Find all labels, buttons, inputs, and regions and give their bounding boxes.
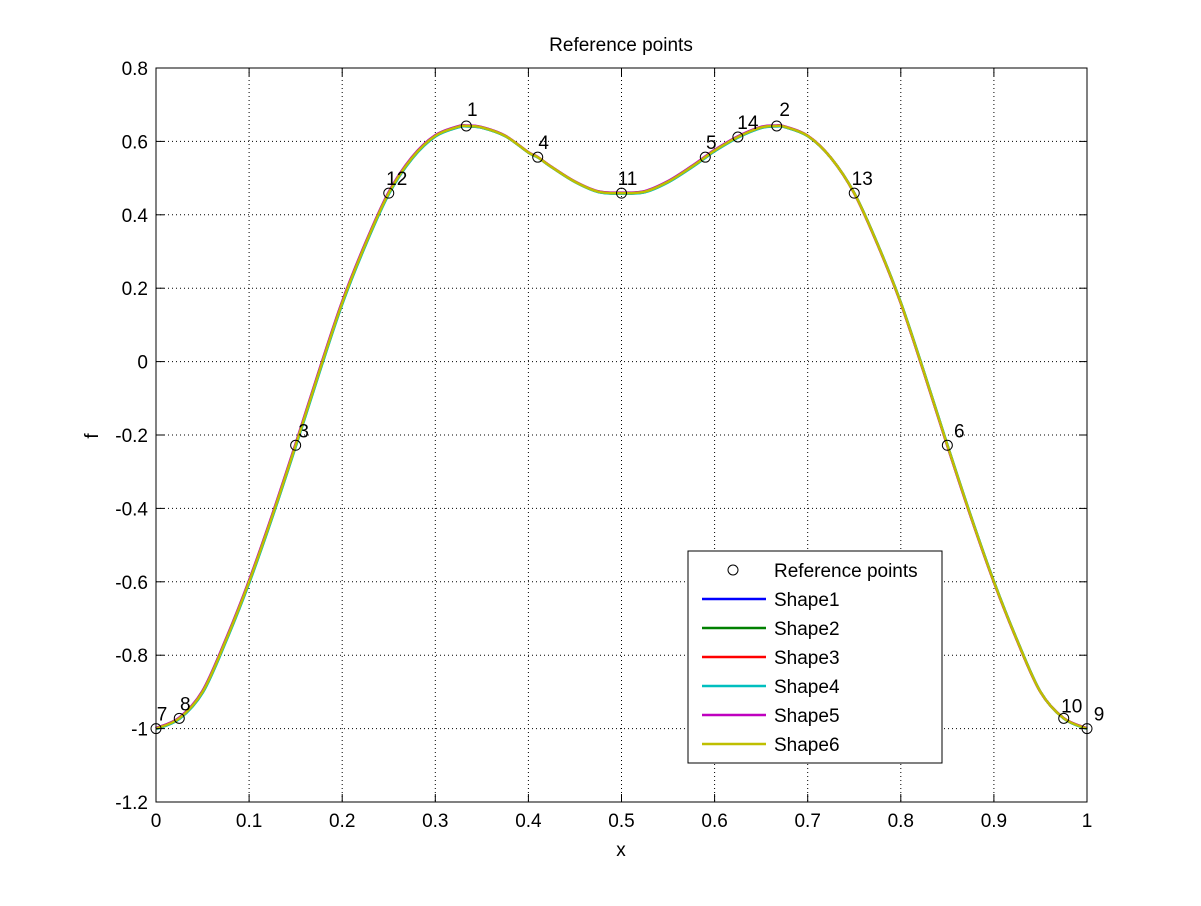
y-tick-label: -1.2 <box>115 793 148 814</box>
legend-entry-shape4: Shape4 <box>702 677 840 698</box>
legend-label-shape1: Shape1 <box>774 590 840 611</box>
legend-entry-shape1: Shape1 <box>702 590 840 611</box>
reference-point-label: 8 <box>180 694 191 715</box>
x-tick-label: 0.1 <box>236 811 262 832</box>
x-tick-label: 0.7 <box>794 811 820 832</box>
reference-point-marker <box>383 187 395 199</box>
reference-point-label: 13 <box>852 169 873 190</box>
y-tick-label: -0.2 <box>115 426 148 447</box>
legend-label-shape4: Shape4 <box>774 677 840 698</box>
legend-entry-shape3: Shape3 <box>702 648 840 669</box>
x-axis-label: x <box>616 840 626 861</box>
x-tick-label: 0.3 <box>422 811 448 832</box>
reference-point-label: 6 <box>954 421 965 442</box>
reference-point-label: 5 <box>706 133 717 154</box>
series-line-shape6 <box>155 124 1088 730</box>
legend-label-shape3: Shape3 <box>774 648 840 669</box>
x-tick-label: 0.8 <box>888 811 914 832</box>
x-tick-label: 1 <box>1082 811 1093 832</box>
y-tick-label: -0.8 <box>115 646 148 667</box>
legend-entry-shape6: Shape6 <box>702 735 840 756</box>
reference-point-label: 7 <box>157 705 168 726</box>
reference-point-marker <box>732 131 744 143</box>
reference-point-marker <box>1058 712 1070 724</box>
reference-point-label: 9 <box>1094 705 1105 726</box>
reference-point-label: 11 <box>618 169 638 190</box>
legend-label-shape5: Shape5 <box>774 706 840 727</box>
curves <box>155 123 1088 731</box>
x-tick-label: 0.4 <box>515 811 542 832</box>
x-tick-label: 0.5 <box>608 811 634 832</box>
reference-point-marker <box>771 120 783 132</box>
reference-point-marker <box>848 187 860 199</box>
y-tick-label: 0 <box>137 353 148 374</box>
reference-point-label: 10 <box>1061 696 1082 717</box>
x-tick-label: 0.2 <box>329 811 355 832</box>
reference-point-label: 4 <box>538 133 549 154</box>
y-tick-label: -0.4 <box>115 499 148 520</box>
legend-label-shape2: Shape2 <box>774 619 840 640</box>
x-tick-label: 0 <box>151 811 162 832</box>
legend-marker-reference-points <box>727 564 739 576</box>
legend-entries: Reference points Shape1 Shape2 Shape3 Shape4… <box>702 561 918 756</box>
x-tick-label: 0.6 <box>701 811 727 832</box>
reference-point-marker <box>616 187 627 199</box>
reference-point-label: 2 <box>779 100 790 121</box>
y-tick-label: 0.4 <box>122 206 149 227</box>
reference-point-marker <box>173 712 185 724</box>
x-tick-label: 0.9 <box>981 811 1007 832</box>
legend-entry-shape2: Shape2 <box>702 619 840 640</box>
reference-point-label: 1 <box>467 100 478 121</box>
y-tick-label: 0.6 <box>122 132 148 153</box>
legend-entry-shape5: Shape5 <box>702 706 840 727</box>
reference-point-marker <box>699 151 711 163</box>
reference-point-marker <box>941 439 953 451</box>
y-tick-label: 0.2 <box>122 279 148 300</box>
reference-point-marker <box>290 439 302 451</box>
legend-label-shape6: Shape6 <box>774 735 840 756</box>
y-tick-label: 0.8 <box>122 59 148 80</box>
chart-title: Reference points <box>549 35 693 56</box>
legend-label-reference-points: Reference points <box>774 561 918 582</box>
y-axis-label: f <box>82 433 103 439</box>
reference-point-label: 3 <box>298 421 309 442</box>
reference-point-marker <box>460 120 472 132</box>
reference-point-marker <box>532 151 544 163</box>
reference-point-label: 12 <box>386 169 407 190</box>
y-tick-label: -0.6 <box>115 573 148 594</box>
y-tick-label: -1 <box>131 720 148 741</box>
reference-point-label: 14 <box>737 113 759 134</box>
axis-ticks: 0 0.1 0.2 0.3 0.4 0.5 0.6 0.7 0.8 0.9 1 -1.2 -1 -0.8 -… <box>115 59 1092 832</box>
legend-entry-reference-points: Reference points <box>727 561 918 582</box>
legend: Reference points Shape1 Shape2 Shape3 Shape4… <box>687 550 943 764</box>
